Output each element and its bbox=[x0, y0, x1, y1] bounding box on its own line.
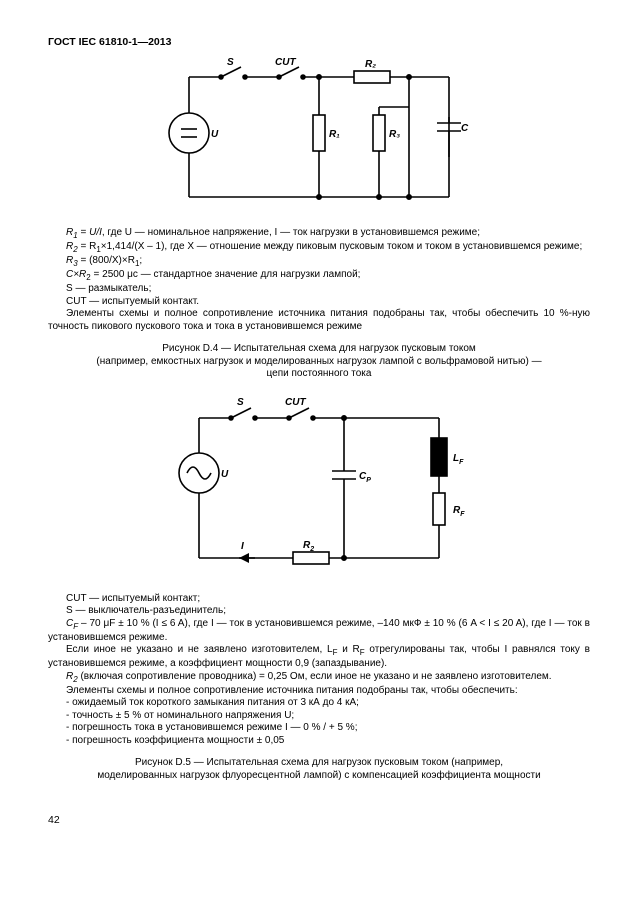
b1-l6: CUT — испытуемый контакт. bbox=[48, 296, 590, 309]
lbl-r3-1: R₃ bbox=[389, 129, 400, 140]
b2-l4: Если иное не указано и не заявлено изгот… bbox=[48, 644, 590, 671]
b2-li4: - погрешность коэффициента мощности ± 0,… bbox=[48, 735, 590, 748]
b2-li3: - погрешность тока в установившемся режи… bbox=[48, 722, 590, 735]
caption-d4: Рисунок D.4 — Испытательная схема для на… bbox=[48, 343, 590, 381]
b1-l2: R2 = R1×1,414/(X – 1), где X — отношение… bbox=[48, 241, 590, 255]
lbl-u2: U bbox=[221, 469, 229, 480]
cap1-l1: Рисунок D.4 — Испытательная схема для на… bbox=[48, 343, 590, 356]
circuit-1: S CUT R₂ U R₁ R₃ C bbox=[149, 57, 489, 217]
b1-l1: R1 = U/I, где U — номинальное напряжение… bbox=[48, 227, 590, 241]
circuit-2-wrap: S CUT U CP LF RF I R2 bbox=[48, 393, 590, 583]
b2-l3: CF – 70 μF ± 10 % (I ≤ 6 A), где I — ток… bbox=[48, 618, 590, 645]
b1-l4: C×R2 = 2500 μс — стандартное значение дл… bbox=[48, 269, 590, 283]
lbl-r2-1: R₂ bbox=[365, 59, 376, 70]
page-number: 42 bbox=[48, 814, 590, 827]
doc-header: ГОСТ IEC 61810-1—2013 bbox=[48, 36, 590, 49]
lbl-rf: RF bbox=[453, 505, 465, 518]
lbl-cp: CP bbox=[359, 471, 371, 484]
cap1-l2: (например, емкостных нагрузок и моделиро… bbox=[48, 356, 590, 369]
b2-l5: R2 (включая сопротивление проводника) = … bbox=[48, 671, 590, 685]
b2-li1: - ожидаемый ток короткого замыкания пита… bbox=[48, 697, 590, 710]
circuit-1-wrap: S CUT R₂ U R₁ R₃ C bbox=[48, 57, 590, 217]
circuit-2: S CUT U CP LF RF I R2 bbox=[159, 393, 479, 583]
lbl-r2b: R2 bbox=[303, 540, 314, 553]
lbl-u1: U bbox=[211, 129, 219, 140]
lbl-r1-1: R₁ bbox=[329, 129, 340, 140]
cap1-l3: цепи постоянного тока bbox=[48, 368, 590, 381]
lbl-i: I bbox=[241, 541, 244, 552]
lbl-s2: S bbox=[237, 397, 244, 408]
b2-l1: CUT — испытуемый контакт; bbox=[48, 593, 590, 606]
lbl-lf: LF bbox=[453, 453, 464, 466]
b1-l7: Элементы схемы и полное сопротивление ис… bbox=[48, 308, 590, 333]
b2-l6: Элементы схемы и полное сопротивление ис… bbox=[48, 685, 590, 698]
b2-l2: S — выключатель-разъединитель; bbox=[48, 605, 590, 618]
lbl-c1: C bbox=[461, 123, 469, 134]
b2-li2: - точность ± 5 % от номинального напряже… bbox=[48, 710, 590, 723]
cap2-l1: Рисунок D.5 — Испытательная схема для на… bbox=[48, 757, 590, 770]
lbl-cut1: CUT bbox=[275, 57, 296, 68]
b1-l3: R3 = (800/X)×R1; bbox=[48, 255, 590, 269]
lbl-s1: S bbox=[227, 57, 234, 68]
lbl-cut2: CUT bbox=[285, 397, 306, 408]
b1-l5: S — размыкатель; bbox=[48, 283, 590, 296]
cap2-l2: моделированных нагрузок флуоресцентной л… bbox=[48, 770, 590, 783]
caption-d5: Рисунок D.5 — Испытательная схема для на… bbox=[48, 757, 590, 782]
